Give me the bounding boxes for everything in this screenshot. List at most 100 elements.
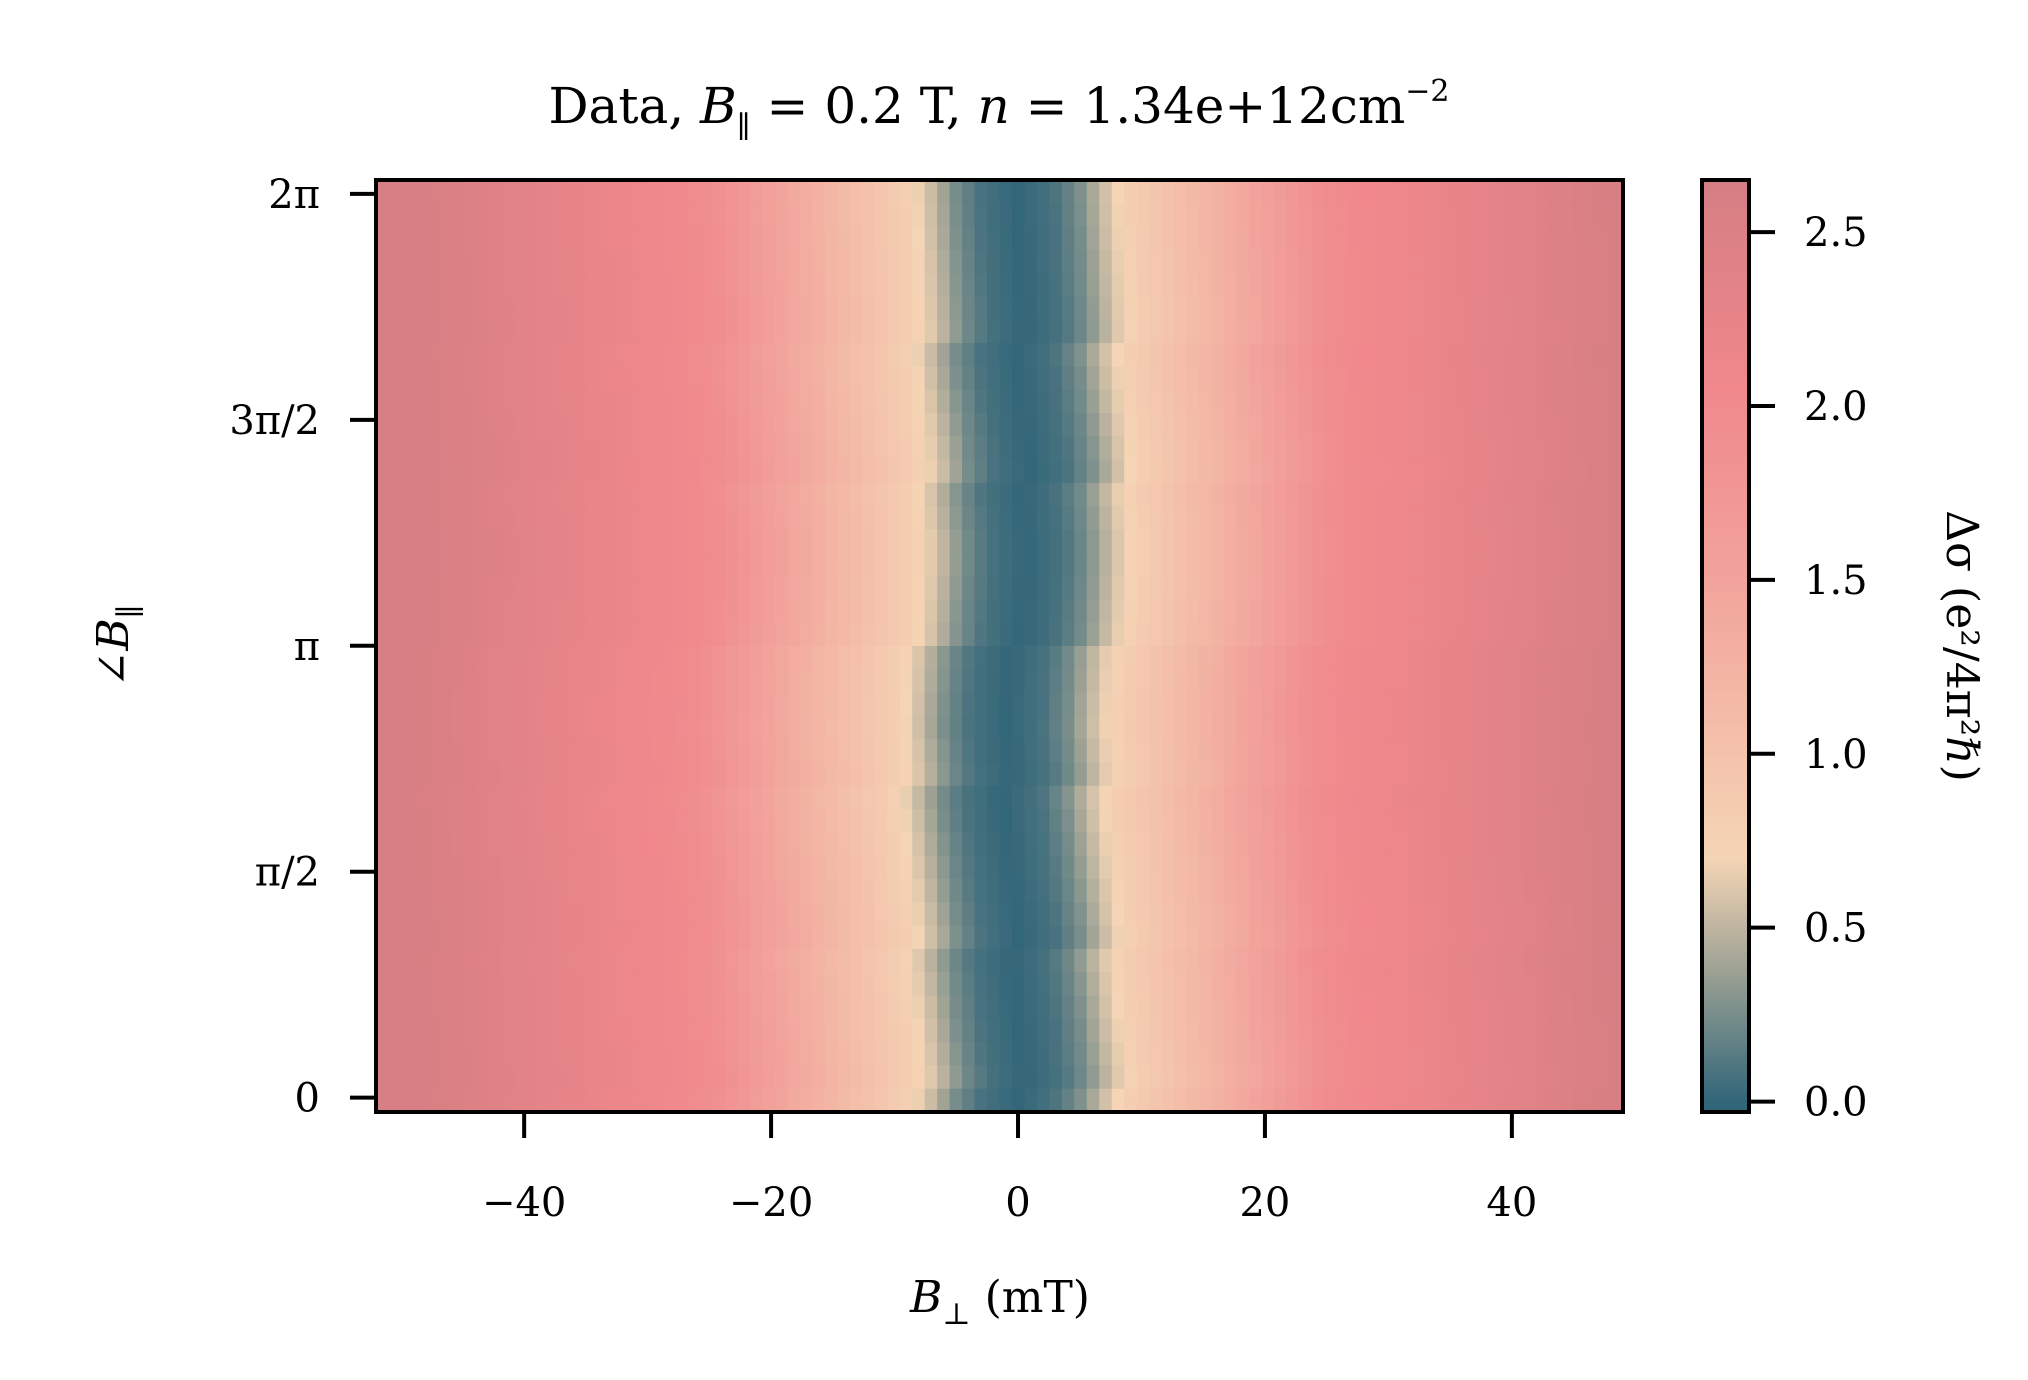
heatmap-cell [712, 203, 726, 228]
heatmap-cell [612, 1042, 626, 1066]
heatmap-cell [1498, 832, 1512, 857]
heatmap-cell [1435, 576, 1450, 600]
heatmap-cell [1298, 809, 1312, 833]
heatmap-cell [799, 739, 814, 764]
heatmap-cell [700, 995, 714, 1020]
heatmap-cell [450, 948, 464, 973]
heatmap-cell [513, 389, 527, 414]
heatmap-cell [1149, 925, 1163, 950]
heatmap-cell [500, 948, 514, 973]
heatmap-cell [388, 995, 402, 1020]
heatmap-cell [1298, 273, 1312, 298]
heatmap-cell [1174, 785, 1188, 810]
heatmap-cell [1124, 226, 1138, 251]
heatmap-cell [450, 832, 464, 857]
heatmap-cell [987, 413, 1001, 437]
heatmap-cell [862, 1088, 876, 1112]
heatmap-cell [687, 995, 701, 1020]
heatmap-cell [862, 366, 876, 391]
heatmap-cell [600, 809, 614, 833]
heatmap-cell [1398, 622, 1412, 647]
heatmap-cell [874, 226, 888, 251]
heatmap-cell [587, 226, 602, 251]
heatmap-cell [500, 296, 514, 321]
heatmap-cell [1261, 576, 1275, 600]
heatmap-cell [1036, 739, 1050, 764]
heatmap-cell [438, 506, 452, 531]
heatmap-cell [974, 762, 988, 787]
heatmap-cell [612, 669, 626, 694]
heatmap-cell [1099, 762, 1113, 787]
heatmap-cell [1261, 552, 1275, 577]
heatmap-cell [1099, 785, 1113, 810]
heatmap-cell [1435, 646, 1450, 670]
heatmap-cell [413, 948, 427, 973]
heatmap-cell [1473, 762, 1487, 787]
heatmap-cell [1111, 809, 1125, 833]
heatmap-cell [612, 995, 626, 1020]
heatmap-cell [450, 413, 464, 437]
heatmap-cell [400, 273, 415, 298]
heatmap-cell [937, 413, 951, 437]
heatmap-cell [1560, 599, 1574, 624]
heatmap-cell [600, 180, 614, 204]
heatmap-cell [1610, 715, 1623, 740]
heatmap-cell [1423, 646, 1437, 670]
heatmap-cell [1099, 319, 1113, 344]
heatmap-cell [1011, 925, 1026, 950]
heatmap-cell [413, 925, 427, 950]
heatmap-cell [400, 506, 415, 531]
heatmap-cell [612, 599, 626, 624]
heatmap-cell [1535, 459, 1549, 484]
heatmap-cell [837, 972, 851, 997]
heatmap-cell [762, 739, 776, 764]
heatmap-cell [1535, 902, 1549, 927]
heatmap-cell [1460, 576, 1474, 600]
heatmap-cell [550, 1042, 564, 1066]
heatmap-cell [737, 389, 751, 414]
heatmap-cell [388, 226, 402, 251]
heatmap-cell [612, 785, 626, 810]
heatmap-cell [974, 482, 988, 507]
heatmap-cell [1473, 622, 1487, 647]
heatmap-cell [1124, 1018, 1138, 1043]
heatmap-cell [1011, 413, 1026, 437]
colorbar-tick-label: 0.0 [1804, 1080, 1868, 1126]
heatmap-cell [1448, 715, 1462, 740]
heatmap-cell [438, 389, 452, 414]
heatmap-cell [924, 995, 938, 1020]
heatmap-cell [924, 622, 938, 647]
heatmap-cell [799, 389, 814, 414]
heatmap-cell [675, 692, 689, 717]
heatmap-cell [1598, 599, 1612, 624]
heatmap-cell [525, 249, 539, 274]
heatmap-cell [625, 366, 639, 391]
heatmap-cell [937, 249, 951, 274]
heatmap-cell [1248, 226, 1262, 251]
heatmap-cell [388, 413, 402, 437]
heatmap-cell [587, 436, 602, 461]
heatmap-cell [912, 972, 926, 997]
heatmap-cell [413, 343, 427, 367]
heatmap-cell [700, 855, 714, 880]
heatmap-cell [1011, 832, 1026, 857]
heatmap-cell [1585, 622, 1599, 647]
heatmap-cell [1548, 855, 1562, 880]
heatmap-cell [1398, 995, 1412, 1020]
heatmap-cell [637, 343, 651, 367]
heatmap-cell [425, 459, 439, 484]
heatmap-cell [513, 715, 527, 740]
heatmap-cell [1261, 1065, 1275, 1090]
heatmap-cell [1323, 436, 1337, 461]
heatmap-cell [550, 552, 564, 577]
heatmap-cell [1024, 902, 1038, 927]
heatmap-cell [513, 879, 527, 903]
heatmap-cell [1598, 459, 1612, 484]
heatmap-cell [1049, 249, 1063, 274]
heatmap-cell [1099, 832, 1113, 857]
heatmap-cell [587, 715, 602, 740]
heatmap-cell [1211, 226, 1225, 251]
heatmap-cell [1560, 1018, 1574, 1043]
heatmap-cell [1136, 389, 1150, 414]
heatmap-cell [1223, 366, 1238, 391]
